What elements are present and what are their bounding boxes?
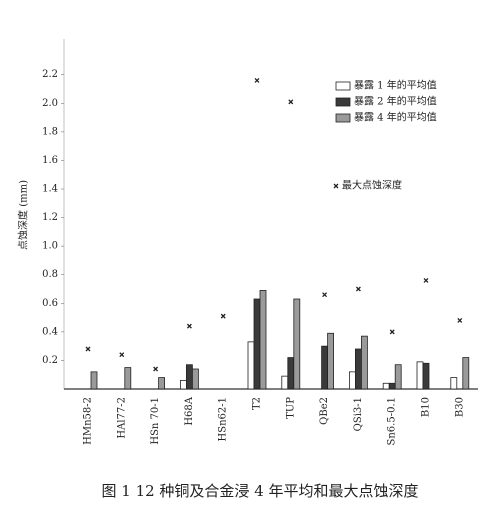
max-point (389, 329, 395, 335)
y-tick-label: 0.4 (42, 326, 58, 337)
bar (293, 298, 301, 390)
max-point (119, 352, 125, 358)
bar (281, 375, 289, 390)
x-tick-label: HAl77-2 (116, 397, 127, 439)
bar (348, 371, 356, 390)
y-tick-label: 0.6 (42, 298, 58, 309)
x-tick-label: QBe2 (319, 397, 330, 425)
bar (354, 348, 362, 390)
bar (124, 367, 132, 390)
y-tick-label: 0.2 (42, 355, 58, 366)
bar (179, 380, 187, 390)
bar (191, 368, 199, 390)
bar (259, 290, 267, 390)
bar (90, 371, 98, 390)
bar (253, 298, 261, 390)
x-tick-label: B10 (421, 397, 432, 417)
y-tick-label: 2.0 (42, 98, 58, 109)
bar (422, 362, 430, 390)
bar (247, 341, 255, 390)
max-point (322, 292, 328, 298)
bar (462, 357, 470, 390)
max-point (153, 366, 159, 372)
bar (327, 332, 335, 390)
max-point (254, 77, 260, 83)
max-point (423, 277, 429, 283)
y-tick-label: 1.8 (42, 126, 58, 137)
bar (185, 364, 193, 390)
legend-label: 暴露 4 年的平均值 (354, 111, 437, 124)
legend-label: 暴露 1 年的平均值 (354, 79, 437, 92)
y-tick-label: 2.2 (42, 69, 58, 80)
bar (382, 382, 390, 390)
x-tick-label: HSn62-1 (218, 397, 229, 441)
x-tick-label: H68A (184, 396, 195, 425)
max-point (355, 286, 361, 292)
x-tick-label: HSn 70-1 (150, 397, 161, 445)
y-tick-label: 1.4 (42, 184, 58, 195)
max-point (457, 317, 463, 323)
x-tick-label: TUP (285, 397, 296, 419)
max-point (186, 323, 192, 329)
bar (394, 364, 402, 390)
y-tick-label: 0.8 (42, 269, 58, 280)
y-tick-label: 1.6 (42, 155, 58, 166)
x-tick-label: Sn6.5-0.1 (387, 397, 398, 445)
y-tick-label: 1.0 (42, 241, 58, 252)
x-tick-label: HMn58-2 (83, 397, 94, 445)
max-point (288, 99, 294, 105)
bar (416, 361, 424, 390)
legend-swatch (335, 97, 351, 107)
caption: 图 1 12 种铜及合金浸 4 年平均和最大点蚀深度 (101, 482, 418, 500)
y-axis-label: 点蚀深度 (mm) (17, 180, 30, 250)
bar (321, 345, 329, 390)
legend-swatch (335, 81, 351, 91)
legend-label: 最大点蚀深度 (342, 179, 402, 192)
y-tick-label: 1.2 (42, 212, 58, 223)
bar (287, 357, 295, 390)
legend-label: 暴露 2 年的平均值 (354, 95, 437, 108)
bar (450, 377, 458, 390)
x-tick-label: B30 (454, 397, 465, 417)
max-point (85, 346, 91, 352)
legend-marker (333, 183, 339, 189)
bar (360, 335, 368, 390)
bar (158, 377, 166, 390)
legend-swatch (335, 113, 351, 123)
x-tick-label: T2 (252, 397, 263, 410)
max-point (220, 313, 226, 319)
x-tick-label: QSi3-1 (353, 397, 364, 431)
bar (388, 382, 396, 390)
